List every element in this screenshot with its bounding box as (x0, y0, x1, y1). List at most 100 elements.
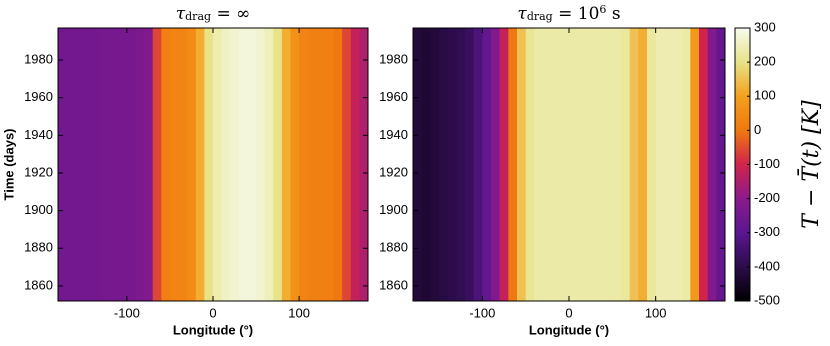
heat-cell (75, 28, 84, 301)
heat-cell (118, 28, 127, 301)
heat-cell (621, 28, 630, 301)
heat-cell (316, 28, 325, 301)
heat-cell (127, 28, 136, 301)
heat-cell (359, 28, 368, 301)
colorbar-tick-label: 100 (754, 88, 776, 103)
colorbar-tick-label: 200 (754, 54, 776, 69)
y-tick-label: 1960 (379, 89, 408, 104)
heat-cell (256, 28, 265, 301)
colorbar-tick-label: 0 (754, 122, 761, 137)
heat-cell (456, 28, 465, 301)
heat-cell (491, 28, 500, 301)
heat-cell (58, 28, 67, 301)
y-tick-label: 1880 (24, 240, 53, 255)
heat-cell (110, 28, 119, 301)
heat-cell (101, 28, 110, 301)
x-tick-label: 100 (645, 305, 667, 320)
heat-cell (595, 28, 604, 301)
heat-cell (342, 28, 351, 301)
heat-cell (325, 28, 334, 301)
colorbar-tick-label: -200 (754, 190, 780, 205)
title-part: = ∞ (211, 4, 250, 24)
y-tick-label: 1880 (379, 240, 408, 255)
heat-cell (282, 28, 291, 301)
heat-cell (334, 28, 343, 301)
y-tick-label: 1940 (379, 127, 408, 142)
heat-cell (508, 28, 517, 301)
heat-cell (552, 28, 561, 301)
heat-cell (482, 28, 491, 301)
colorbar-tick-label: -100 (754, 156, 780, 171)
chart-title: τdrag = 106 s (517, 3, 620, 24)
y-tick-label: 1960 (24, 89, 53, 104)
heat-cell (291, 28, 300, 301)
y-tick-label: 1900 (24, 202, 53, 217)
heat-cell (273, 28, 282, 301)
colorbar-tick-label: -400 (754, 258, 780, 273)
colorbar-label: T − T̄(t) [K] (797, 100, 824, 229)
heat-cell (196, 28, 205, 301)
x-axis-label: Longitude (°) (173, 322, 253, 337)
heat-cell (578, 28, 587, 301)
heat-cell (708, 28, 717, 301)
x-tick-label: -100 (114, 305, 140, 320)
heat-cell (422, 28, 431, 301)
title-part: drag (185, 10, 211, 23)
heat-cell (656, 28, 665, 301)
title-part: drag (527, 10, 553, 23)
heat-cell (604, 28, 613, 301)
heat-cell (430, 28, 439, 301)
title-part: = 10 (553, 4, 600, 24)
heat-cell (136, 28, 145, 301)
heat-cell (448, 28, 457, 301)
heat-cell (439, 28, 448, 301)
x-tick-label: 100 (288, 305, 310, 320)
heat-cell (265, 28, 274, 301)
heat-cell (230, 28, 239, 301)
heat-cell (612, 28, 621, 301)
heat-cell (170, 28, 179, 301)
heat-cell (716, 28, 725, 301)
heat-cell (161, 28, 170, 301)
heat-cell (299, 28, 308, 301)
heat-cell (179, 28, 188, 301)
x-axis-label: Longitude (°) (529, 322, 609, 337)
heat-cell (84, 28, 93, 301)
y-tick-label: 1900 (379, 202, 408, 217)
heat-cell (690, 28, 699, 301)
heat-cell (500, 28, 509, 301)
y-tick-label: 1980 (24, 51, 53, 66)
heat-cell (682, 28, 691, 301)
y-tick-label: 1860 (379, 277, 408, 292)
title-part: 6 (599, 3, 606, 16)
colorbar-tick-label: 300 (754, 19, 776, 34)
heat-cell (239, 28, 248, 301)
colorbar-tick-label: -500 (754, 292, 780, 307)
y-tick-label: 1920 (379, 164, 408, 179)
heat-cell (92, 28, 101, 301)
y-tick-label: 1920 (24, 164, 53, 179)
heat-cell (586, 28, 595, 301)
heat-cell (144, 28, 153, 301)
heat-cell (638, 28, 647, 301)
heat-cell (474, 28, 483, 301)
y-tick-label: 1860 (24, 277, 53, 292)
heat-cell (308, 28, 317, 301)
x-tick-label: 0 (209, 305, 216, 320)
y-tick-label: 1980 (379, 51, 408, 66)
x-tick-label: 0 (565, 305, 572, 320)
heat-cell (534, 28, 543, 301)
heat-cell (664, 28, 673, 301)
heat-cell (543, 28, 552, 301)
colorbar-tick-label: -300 (754, 224, 780, 239)
chart-title: τdrag = ∞ (176, 4, 251, 24)
heat-cell (647, 28, 656, 301)
title-part: s (606, 4, 620, 24)
heat-cell (153, 28, 162, 301)
heat-cell (526, 28, 535, 301)
heat-cell (465, 28, 474, 301)
heat-cell (204, 28, 213, 301)
heat-cell (213, 28, 222, 301)
heat-cell (569, 28, 578, 301)
